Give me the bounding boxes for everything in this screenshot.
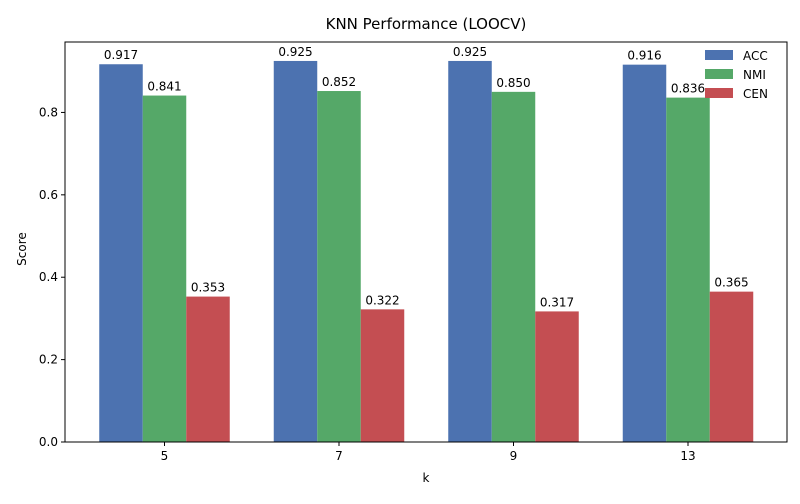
bar-acc-k5 — [99, 64, 143, 442]
bars-layer — [99, 60, 754, 443]
plot-frame — [64, 41, 788, 443]
y-tick-label: 0.8 — [39, 105, 58, 119]
bar-acc-k7 — [273, 60, 318, 443]
data-label-nmi-k7: 0.852 — [322, 75, 356, 89]
bar-nmi-k13 — [666, 97, 710, 443]
bar-cen-k5 — [186, 296, 230, 442]
data-label-acc-k9: 0.925 — [453, 45, 487, 59]
legend-swatch-acc — [705, 50, 733, 60]
data-label-cen-k9: 0.317 — [540, 295, 574, 309]
data-label-nmi-k9: 0.850 — [496, 76, 530, 90]
bar-acc-k13 — [622, 64, 667, 443]
y-tick-label: 0.6 — [39, 188, 58, 202]
data-label-nmi-k13: 0.836 — [671, 82, 705, 96]
data-label-acc-k7: 0.925 — [278, 45, 312, 59]
chart-title: KNN Performance (LOOCV) — [326, 15, 527, 33]
bar-cen-k9 — [535, 311, 579, 442]
bar-nmi-k5 — [142, 95, 187, 442]
y-tick-label: 0.2 — [39, 353, 58, 367]
y-tick-label: 0.4 — [39, 270, 58, 284]
data-label-nmi-k5: 0.841 — [147, 80, 181, 94]
legend-label-cen: CEN — [743, 87, 768, 101]
data-label-acc-k5: 0.917 — [104, 48, 138, 62]
legend-label-nmi: NMI — [743, 68, 766, 82]
bar-cen-k13 — [709, 291, 754, 442]
y-axis-label: Score — [15, 232, 29, 266]
data-labels-layer: 0.917 0.925 0.925 0.916 0.841 0.852 0.850 0.836… — [104, 45, 749, 309]
data-label-cen-k5: 0.353 — [191, 281, 225, 295]
bar-cen-k7 — [360, 309, 405, 442]
x-axis-label: k — [423, 471, 430, 485]
bar-nmi-k9 — [491, 91, 536, 442]
x-tick-label: 5 — [161, 449, 169, 463]
data-label-cen-k13: 0.365 — [714, 276, 748, 290]
x-tick-label: 9 — [510, 449, 518, 463]
data-label-cen-k7: 0.322 — [365, 293, 399, 307]
legend: ACC NMI CEN — [705, 49, 768, 101]
x-tick-label: 7 — [335, 449, 343, 463]
legend-swatch-cen — [705, 88, 733, 98]
axes-layer: 0.0 0.2 0.4 0.6 0.8 5 7 9 13 — [39, 41, 788, 463]
bar-acc-k9 — [448, 60, 492, 443]
legend-label-acc: ACC — [743, 49, 768, 63]
data-label-acc-k13: 0.916 — [627, 49, 661, 63]
x-tick-label: 13 — [680, 449, 695, 463]
bar-nmi-k7 — [317, 91, 361, 442]
y-tick-label: 0.0 — [39, 435, 58, 449]
legend-swatch-nmi — [705, 69, 733, 79]
